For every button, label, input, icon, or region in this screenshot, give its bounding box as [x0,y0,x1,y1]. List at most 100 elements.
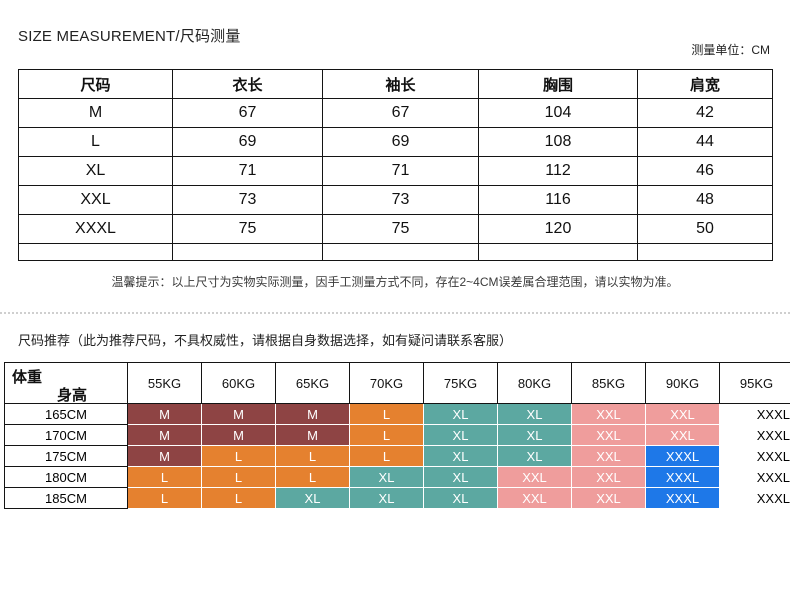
size-recommendation-cell: M [201,403,276,425]
measurement-row: XXXL 75 75 120 50 [18,214,773,244]
weight-axis-label: 体重 [12,369,43,386]
weight-col-header: 90KG [645,362,720,404]
measurement-col-header: 尺码 [18,69,173,99]
size-recommendation-cell: XXXL [719,424,790,446]
size-recommendation-cell: XXXL [645,487,720,509]
measurement-header-row: 尺码 衣长 袖长 胸围 肩宽 [18,69,773,99]
height-row-label: 180CM [4,466,128,488]
size-recommendation-cell: XXL [571,466,646,488]
section-divider [0,312,790,314]
measurement-value-cell: 75 [172,214,323,244]
size-recommendation-cell: XXL [645,403,720,425]
recommendation-row: 175CM M L L L XL XL XXL XXXL XXXL [4,445,790,467]
weight-col-header: 85KG [571,362,646,404]
size-recommendation-cell: L [349,424,424,446]
measurement-value-cell: 67 [172,98,323,128]
measurement-row: M 67 67 104 42 [18,98,773,128]
weight-col-header: 75KG [423,362,498,404]
size-recommendation-cell: XL [497,445,572,467]
measurement-value-cell: 116 [478,185,638,215]
size-recommendation-cell: L [127,487,202,509]
size-recommendation-cell: XXL [645,424,720,446]
size-recommendation-cell: XXL [571,487,646,509]
measurement-value-cell: 69 [322,127,479,157]
measurement-col-header: 胸围 [478,69,638,99]
size-recommendation-cell: L [201,487,276,509]
height-row-label: 170CM [4,424,128,446]
height-row-label: 185CM [4,487,128,509]
measurement-table: 尺码 衣长 袖长 胸围 肩宽 M 67 67 104 42 L 69 69 108 44 XL 71 71 112… [18,69,773,261]
measurement-empty-cell [637,243,773,261]
size-recommendation-cell: XXXL [719,445,790,467]
size-recommendation-cell: XXL [571,403,646,425]
measurement-row: L 69 69 108 44 [18,127,773,157]
size-name-cell: XXXL [18,214,173,244]
size-recommendation-cell: XL [349,487,424,509]
size-recommendation-cell: M [201,424,276,446]
size-recommendation-cell: M [275,424,350,446]
size-name-cell: L [18,127,173,157]
weight-col-header: 60KG [201,362,276,404]
recommendation-row: 170CM M M M L XL XL XXL XXL XXXL [4,424,790,446]
size-recommendation-cell: L [275,466,350,488]
size-recommendation-cell: L [127,466,202,488]
measurement-empty-cell [478,243,638,261]
size-recommendation-cell: XL [423,487,498,509]
corner-header-cell: 体重 身高 [4,362,128,404]
measurement-note: 温馨提示：以上尺寸为实物实际测量，因手工测量方式不同，存在2~4CM误差属合理范… [111,275,679,289]
size-recommendation-cell: XXL [571,424,646,446]
weight-col-header: 80KG [497,362,572,404]
size-recommendation-cell: XL [423,403,498,425]
recommendation-table-body: 165CM M M M L XL XL XXL XXL XXXL 170CM M M M L XL XL XXL X… [4,403,790,509]
recommendation-row: 180CM L L L XL XL XXL XXL XXXL XXXL [4,466,790,488]
measurement-value-cell: 42 [637,98,773,128]
recommendation-table: 体重 身高 55KG 60KG 65KG 70KG 75KG 80KG 85KG 90KG 95… [4,362,790,509]
size-recommendation-cell: XXL [571,445,646,467]
height-row-label: 175CM [4,445,128,467]
recommendation-title: 尺码推荐（此为推荐尺码，不具权威性，请根据自身数据选择，如有疑问请联系客服） [18,333,513,348]
size-recommendation-cell: XL [275,487,350,509]
weight-col-header: 70KG [349,362,424,404]
size-recommendation-cell: XL [423,466,498,488]
size-recommendation-cell: L [349,445,424,467]
weight-col-header: 95KG [719,362,790,404]
measurement-value-cell: 48 [637,185,773,215]
measurement-value-cell: 73 [172,185,323,215]
size-recommendation-cell: XXXL [719,487,790,509]
page-title: SIZE MEASUREMENT/尺码测量 [18,28,241,45]
measurement-col-header: 袖长 [322,69,479,99]
size-recommendation-cell: L [201,466,276,488]
measurement-col-header: 肩宽 [637,69,773,99]
size-recommendation-cell: XL [349,466,424,488]
size-name-cell: M [18,98,173,128]
recommendation-row: 185CM L L XL XL XL XXL XXL XXXL XXXL [4,487,790,509]
measurement-value-cell: 46 [637,156,773,186]
page-header: SIZE MEASUREMENT/尺码测量 测量单位：CM [0,0,790,57]
recommendation-header-row: 体重 身高 55KG 60KG 65KG 70KG 75KG 80KG 85KG 90KG 95… [4,362,790,404]
measurement-table-body: M 67 67 104 42 L 69 69 108 44 XL 71 71 112 46 XXL 73 73 11… [18,98,773,261]
measurement-value-cell: 120 [478,214,638,244]
measurement-value-cell: 67 [322,98,479,128]
measurement-value-cell: 73 [322,185,479,215]
size-recommendation-cell: XL [497,424,572,446]
measurement-value-cell: 71 [322,156,479,186]
size-recommendation-cell: XXL [497,466,572,488]
measurement-col-header: 衣长 [172,69,323,99]
measurement-value-cell: 69 [172,127,323,157]
weight-col-header: 55KG [127,362,202,404]
size-name-cell: XL [18,156,173,186]
measurement-value-cell: 50 [637,214,773,244]
size-recommendation-cell: L [275,445,350,467]
size-recommendation-cell: XL [423,445,498,467]
size-recommendation-cell: XXXL [645,466,720,488]
measurement-empty-cell [18,243,173,261]
measurement-value-cell: 112 [478,156,638,186]
measure-unit-note: 测量单位：CM [691,43,770,57]
size-recommendation-cell: XXXL [719,403,790,425]
size-recommendation-cell: XXXL [719,466,790,488]
weight-col-header: 65KG [275,362,350,404]
measurement-row: XXL 73 73 116 48 [18,185,773,215]
measurement-empty-cell [172,243,323,261]
size-recommendation-cell: M [127,424,202,446]
measurement-value-cell: 104 [478,98,638,128]
